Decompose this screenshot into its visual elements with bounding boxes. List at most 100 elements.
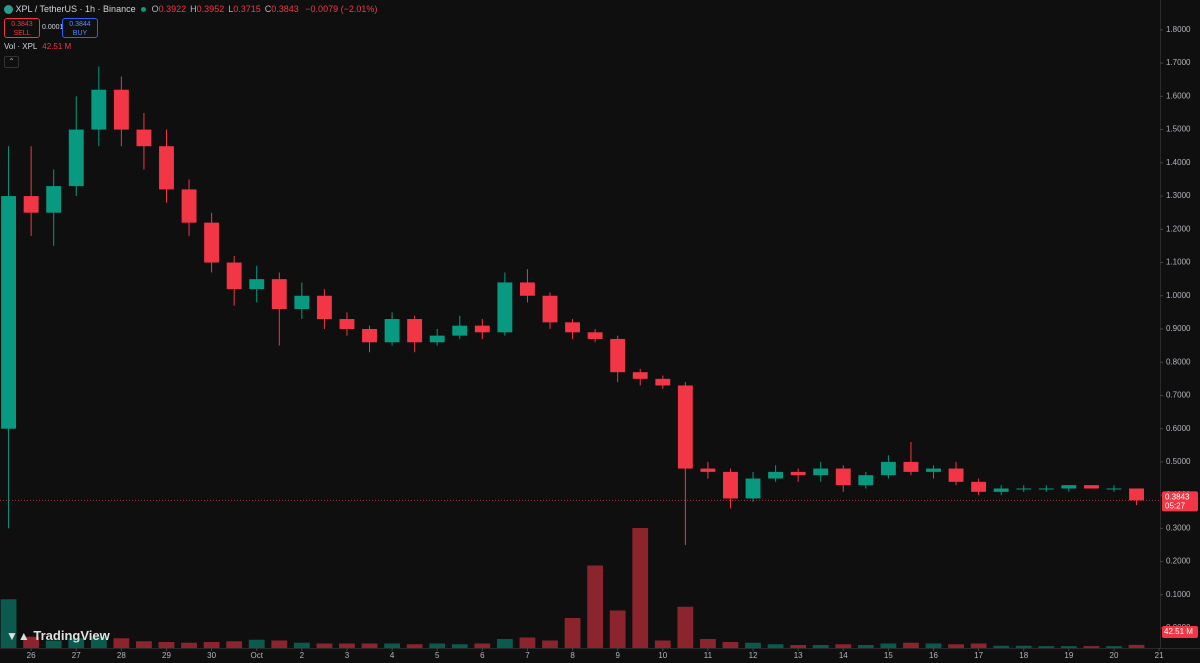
candle-body	[181, 189, 197, 223]
volume-bar	[23, 636, 40, 648]
volume-bar	[609, 610, 626, 648]
volume-bar	[1015, 645, 1032, 648]
candle-body	[813, 468, 829, 476]
candle-body	[971, 481, 987, 492]
ohlc-key: H	[190, 4, 197, 14]
x-tick-label: 18	[1019, 651, 1028, 660]
x-tick-label: 21	[1155, 651, 1164, 660]
volume-bar	[700, 639, 716, 648]
status-dot	[141, 7, 147, 13]
candle-body	[858, 475, 874, 486]
volume-bar	[519, 637, 536, 648]
candle-body	[677, 385, 693, 469]
candle-body	[1083, 485, 1099, 489]
volume-bar	[45, 640, 62, 648]
x-tick-label: 6	[480, 651, 485, 660]
candle-body	[993, 488, 1009, 492]
volume-bar	[767, 644, 784, 648]
volume-bar	[654, 640, 671, 648]
candle-body	[136, 129, 152, 147]
volume-bar	[925, 643, 942, 648]
y-tick-label: 1.8000	[1166, 25, 1191, 34]
x-tick-label: 8	[570, 651, 575, 660]
volume-bar	[226, 641, 243, 648]
volume-bar	[136, 641, 152, 648]
candle-body	[1, 196, 17, 429]
candle-body	[587, 332, 603, 339]
sell-button[interactable]: 0.3843 SELL	[4, 18, 40, 38]
ohlc-value: 0.3843	[271, 4, 299, 14]
volume-bar	[496, 639, 513, 648]
volume-bar	[1106, 646, 1122, 648]
candle-body	[768, 471, 784, 479]
buy-button[interactable]: 0.3844 BUY	[62, 18, 98, 38]
candle-body	[384, 319, 400, 343]
candle-body	[204, 222, 220, 263]
symbol-title[interactable]: XPL / TetherUS · 1h · Binance	[15, 4, 136, 14]
volume-bar	[564, 618, 581, 648]
y-tick-label: 0.7000	[1166, 391, 1191, 400]
change: −0.0079 (−2.01%)	[305, 4, 378, 14]
volume-legend: Vol · XPL 42.51 M	[4, 42, 71, 51]
volume-bar	[158, 642, 175, 648]
volume-bar	[1128, 644, 1145, 648]
spread: 0.0001	[42, 24, 64, 31]
volume-bar	[790, 645, 807, 648]
candle-body	[926, 468, 941, 472]
candle-body	[632, 372, 648, 379]
buy-label: BUY	[72, 30, 88, 37]
brand-logo: ▼▲	[6, 629, 30, 643]
x-tick-label: 11	[704, 651, 713, 660]
candle-body	[835, 468, 851, 486]
volume-bar	[632, 528, 649, 648]
collapse-button[interactable]: ⌃	[4, 56, 19, 68]
countdown-label: 05:27	[1165, 501, 1186, 510]
x-tick-label: 20	[1110, 651, 1119, 660]
x-tick-label: 3	[345, 651, 350, 660]
candle-body	[474, 325, 490, 333]
ohlc-value: 0.3715	[233, 4, 261, 14]
volume-bar	[248, 639, 265, 648]
last-price-box	[1162, 491, 1198, 512]
y-tick-label: 0.3000	[1166, 523, 1191, 532]
candle-body	[903, 461, 919, 472]
ohlc: O0.3922 H0.3952 L0.3715 C0.3843	[152, 4, 303, 14]
candle-body	[542, 295, 558, 323]
y-tick-label: 1.6000	[1166, 91, 1191, 100]
candle-body	[429, 335, 445, 343]
x-tick-label: 13	[794, 651, 803, 660]
x-tick-label: 30	[207, 651, 216, 660]
candle-body	[68, 129, 84, 187]
volume-bar	[970, 643, 987, 648]
y-tick-label: 0.1000	[1166, 590, 1191, 599]
y-tick-label: 1.0000	[1166, 291, 1191, 300]
volume-bar	[429, 643, 446, 648]
x-tick-label: 14	[839, 651, 848, 660]
symbol-icon	[4, 5, 13, 15]
volume-bar	[474, 643, 491, 648]
y-tick-label: 1.1000	[1166, 258, 1191, 267]
volume-bar	[677, 606, 694, 648]
volume-bar	[812, 645, 829, 648]
volume-bar	[542, 640, 558, 648]
volume-value: 42.51 M	[42, 42, 72, 51]
x-tick-label: 4	[390, 651, 395, 660]
volume-bar	[68, 638, 85, 648]
volume-bar	[880, 643, 897, 648]
candle-body	[407, 319, 423, 343]
volume-bar	[181, 642, 197, 648]
volume-bar	[451, 644, 468, 648]
y-tick-label: 1.2000	[1166, 224, 1191, 233]
x-tick-label: 9	[615, 651, 620, 660]
volume-bar	[406, 644, 423, 648]
y-tick-label: 0.5000	[1166, 457, 1191, 466]
candle-body	[1061, 485, 1077, 489]
candle-body	[880, 461, 896, 476]
volume-bar	[113, 638, 130, 648]
x-tick-label: Oct	[250, 651, 263, 660]
candle-body	[723, 471, 738, 499]
x-tick-label: 10	[658, 651, 667, 660]
candle-body	[497, 282, 513, 333]
volume-bar	[745, 642, 761, 648]
